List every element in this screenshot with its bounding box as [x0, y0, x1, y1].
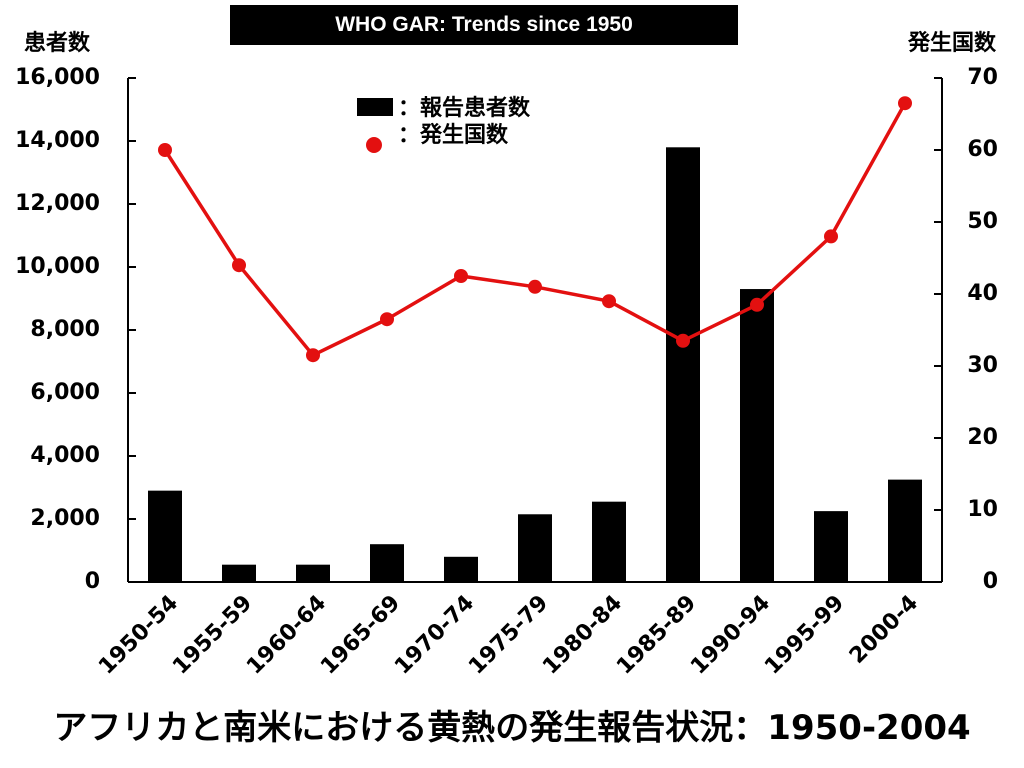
right-tick-label: 30: [967, 353, 998, 378]
left-tick-label: 6,000: [30, 380, 100, 405]
x-tick-label: 1965-69: [316, 591, 405, 680]
left-tick-label: 10,000: [15, 254, 100, 279]
left-tick-label: 4,000: [30, 443, 100, 468]
countries-point: [454, 269, 468, 283]
bar: [148, 490, 182, 582]
x-tick-label: 2000-4: [845, 591, 923, 669]
countries-point: [750, 297, 764, 312]
right-tick-label: 40: [967, 281, 998, 306]
right-tick-label: 70: [967, 65, 998, 90]
legend-bar-swatch: [357, 98, 393, 116]
bar: [592, 501, 626, 582]
countries-point: [306, 348, 320, 363]
x-tick-label: 1970-74: [390, 591, 479, 680]
right-tick-label: 20: [967, 425, 998, 450]
left-axis-label: 患者数: [24, 30, 91, 56]
legend-bar-label: ：報告患者数: [398, 95, 531, 121]
x-tick-label: 1950-54: [94, 591, 183, 680]
right-tick-label: 10: [967, 497, 998, 522]
right-tick-label: 0: [983, 569, 998, 594]
left-tick-label: 14,000: [15, 128, 100, 153]
left-tick-label: 0: [85, 569, 100, 594]
countries-point: [158, 143, 172, 157]
bar: [740, 289, 774, 582]
x-tick-label: 1975-79: [464, 591, 553, 680]
left-tick-label: 12,000: [15, 191, 100, 216]
bar: [518, 514, 552, 582]
bar: [888, 479, 922, 582]
x-tick-label: 1985-89: [612, 591, 701, 680]
x-tick-label: 1990-94: [686, 591, 775, 680]
bar: [814, 511, 848, 582]
legend-line-label: ：発生国数: [398, 122, 509, 148]
right-tick-label: 50: [967, 209, 998, 234]
countries-point: [676, 333, 690, 348]
right-tick-label: 60: [967, 137, 998, 162]
right-axis-label: 発生国数: [907, 30, 997, 56]
legend-line-marker: [366, 137, 382, 153]
x-tick-label: 1995-99: [760, 591, 849, 680]
countries-point: [232, 258, 246, 273]
countries-line: [163, 102, 907, 358]
x-tick-label: 1980-84: [538, 591, 627, 680]
left-tick-label: 2,000: [30, 506, 100, 531]
countries-point: [528, 279, 542, 294]
bar: [296, 564, 330, 582]
countries-point: [824, 229, 838, 244]
legend: ：報告患者数 ：発生国数: [357, 95, 531, 153]
chart-banner-title: WHO GAR: Trends since 1950: [230, 5, 738, 45]
bar: [222, 564, 256, 582]
countries-point: [602, 294, 616, 309]
countries-point: [380, 312, 394, 327]
bar: [370, 544, 404, 582]
bar: [666, 147, 700, 583]
left-tick-label: 16,000: [15, 65, 100, 90]
x-tick-label: 1960-64: [242, 591, 331, 680]
x-tick-label: 1955-59: [168, 591, 257, 680]
left-tick-label: 8,000: [30, 317, 100, 342]
countries-point: [898, 96, 912, 111]
chart-svg: 患者数 発生国数 0 2,000 4,000 6,000 8,000 10,000 12,0…: [15, 30, 998, 680]
footer-caption: アフリカと南米における黄熱の発生報告状況：1950-2004: [53, 708, 971, 748]
